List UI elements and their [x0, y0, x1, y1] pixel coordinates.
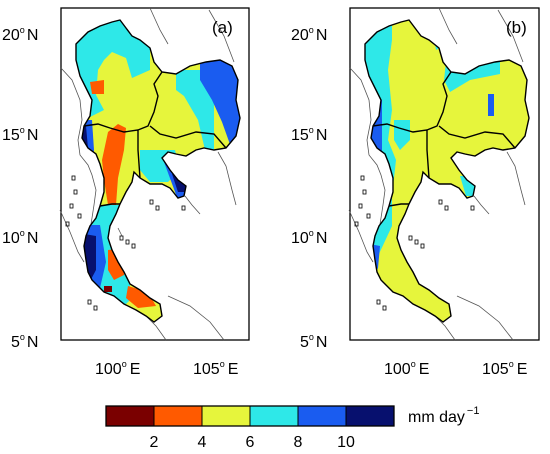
colorbar-tick-4: 4: [198, 434, 207, 451]
panel-b-zone-8-10-northeast: [488, 94, 494, 116]
panel-b-lat-15: 15o N: [291, 125, 327, 144]
panel-b-lon-100: 100o E: [384, 359, 429, 378]
colorbar-swatch-4-6: [202, 406, 250, 426]
panel-a-lat-15: 15o N: [2, 125, 38, 144]
panel-a-coastlines: [59, 7, 237, 341]
panel-a-zone-2-4-north: [90, 80, 104, 94]
panel-a-island: [131, 243, 136, 249]
panel-b-island: [382, 305, 387, 311]
panel-a-island: [71, 175, 76, 181]
panel-a-lat-20: 20o N: [2, 25, 38, 44]
panel-a-island: [65, 221, 70, 227]
panel-b-island: [408, 235, 413, 241]
panel-a-island: [69, 203, 74, 209]
panel-a-lat-axis: 20o N 15o N 10o N 5o N: [2, 25, 38, 351]
colorbar-tick-10: 10: [337, 434, 355, 451]
panel-b-island: [366, 213, 371, 219]
panel-b-region-borders: [372, 71, 516, 207]
panel-a-lon-100: 100o E: [95, 359, 140, 378]
panel-a-lon-105: 105o E: [193, 359, 238, 378]
colorbar-tick-2: 2: [150, 434, 159, 451]
panel-a-label: (a): [212, 18, 233, 37]
panel-b-island: [358, 203, 363, 209]
colorbar-unit: mm day −1: [408, 405, 479, 426]
panel-b-island: [438, 199, 443, 205]
panel-b-lat-20: 20o N: [291, 25, 327, 44]
panel-a-island: [155, 205, 160, 211]
panel-b: [348, 7, 540, 341]
panel-b-lat-axis: 20o N 15o N 10o N 5o N: [291, 25, 327, 351]
colorbar-tick-8: 8: [294, 434, 303, 451]
panel-a-thailand-outline: [75, 19, 241, 323]
panel-a-island: [77, 213, 82, 219]
panel-a-island: [87, 299, 92, 305]
panel-b-island: [362, 189, 367, 195]
panel-b-island: [354, 221, 359, 227]
panel-a-region-borders: [83, 71, 227, 207]
panel-a-lon-axis: 100o E 105o E: [95, 359, 238, 378]
panel-a-lat-10: 10o N: [2, 228, 38, 247]
panel-b-island: [420, 243, 425, 249]
panel-b-label: (b): [506, 18, 527, 37]
panel-b-lon-105: 105o E: [482, 359, 527, 378]
panel-b-coastlines: [348, 7, 526, 341]
panel-a-zone-6-8-east: [176, 70, 214, 150]
panel-b-island: [444, 205, 449, 211]
panel-a: [59, 7, 250, 341]
panel-b-thailand-outline: [364, 19, 530, 323]
panel-a-island: [73, 189, 78, 195]
panel-b-island: [376, 299, 381, 305]
panel-a-zone-2-4-peninsula-south: [126, 286, 156, 308]
colorbar-swatch-8-10: [298, 406, 346, 426]
panel-b-lat-5: 5o N: [300, 332, 327, 351]
panel-b-island: [414, 239, 419, 245]
panel-b-lon-axis: 100o E 105o E: [384, 359, 527, 378]
panel-a-island: [181, 205, 186, 211]
panel-a-zone-0-2-peninsula: [104, 286, 112, 292]
colorbar-swatch-10-plus: [346, 406, 394, 426]
colorbar: 2 4 6 8 10 mm day −1: [105, 405, 479, 451]
colorbar-swatch-6-8: [250, 406, 298, 426]
panel-a-island: [93, 305, 98, 311]
panel-b-lat-10: 10o N: [291, 228, 327, 247]
panel-b-island: [470, 205, 475, 211]
panel-a-zone-2-4-west: [102, 124, 126, 205]
colorbar-swatch-0-2: [106, 406, 154, 426]
panel-a-lat-5: 5o N: [11, 332, 38, 351]
panel-a-island: [119, 235, 124, 241]
colorbar-tick-6: 6: [246, 434, 255, 451]
panel-a-island: [125, 239, 130, 245]
panel-b-island: [360, 175, 365, 181]
colorbar-swatch-2-4: [154, 406, 202, 426]
panel-a-island: [149, 199, 154, 205]
